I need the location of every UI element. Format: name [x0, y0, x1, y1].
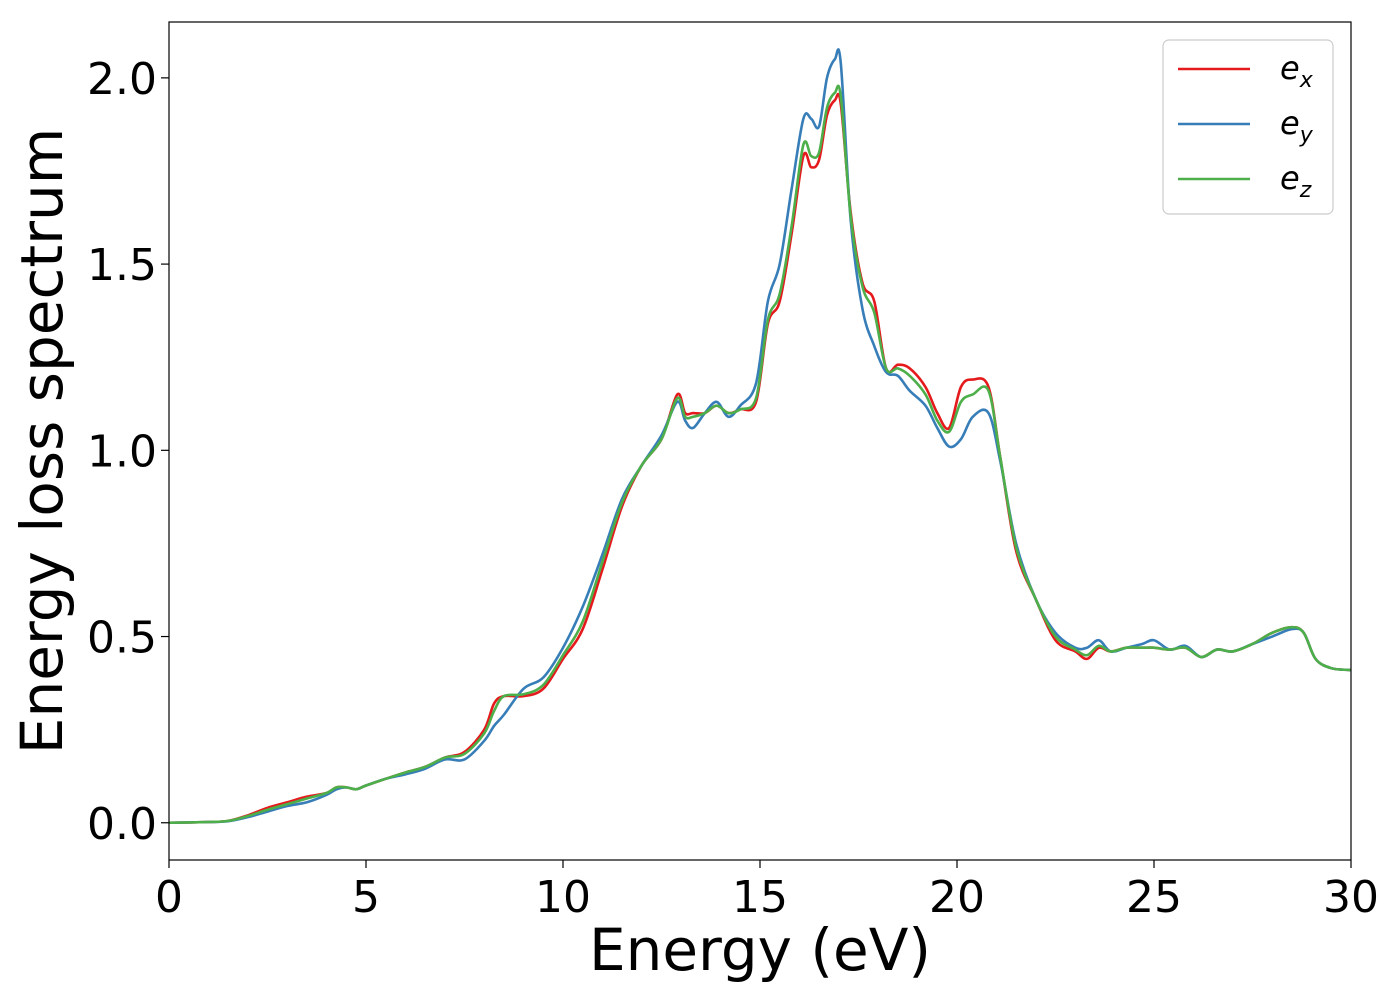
x-tick-label: 30	[1323, 872, 1379, 923]
legend-label-y: ey	[1280, 104, 1314, 148]
plot-background	[169, 22, 1351, 860]
y-axis-ticks: 0.0 0.5 1.0 1.5 2.0	[87, 54, 169, 850]
y-axis-title: Energy loss spectrum	[8, 128, 76, 754]
legend-label-x: ex	[1280, 49, 1314, 93]
x-tick-label: 0	[155, 872, 183, 923]
series-line-e-z	[168, 84, 1352, 825]
legend-label-z: ez	[1280, 159, 1312, 203]
series-layer	[168, 48, 1352, 825]
x-axis-ticks: 0 5 10 15 20 25 30	[155, 860, 1379, 923]
legend: ex ey ez	[1162, 39, 1334, 215]
x-tick-label: 15	[732, 872, 788, 923]
legend-box	[1162, 39, 1334, 215]
y-tick-label: 0.0	[87, 799, 157, 850]
y-tick-label: 1.0	[87, 426, 157, 477]
x-axis-title: Energy (eV)	[589, 916, 931, 984]
y-tick-label: 0.5	[87, 613, 157, 664]
y-tick-label: 1.5	[87, 240, 157, 291]
x-tick-label: 10	[535, 872, 591, 923]
series-line-e-y	[168, 48, 1352, 825]
y-tick-label: 2.0	[87, 54, 157, 105]
x-tick-label: 25	[1126, 872, 1182, 923]
x-tick-label: 20	[929, 872, 985, 923]
x-tick-label: 5	[352, 872, 380, 923]
